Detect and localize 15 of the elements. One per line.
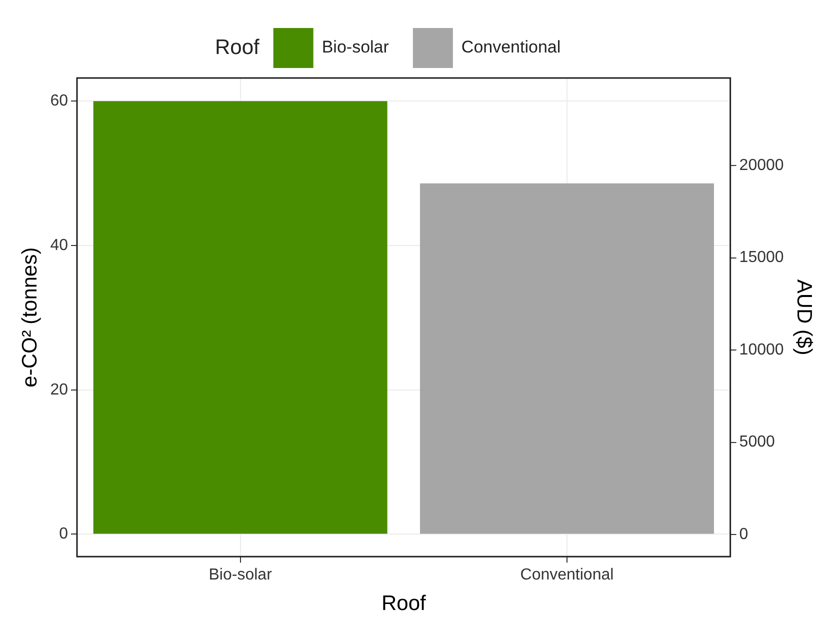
y-axis-title: e-CO² (tonnes) [18,247,42,388]
y2-tick-label: 0 [739,526,748,543]
y-tick-label: 60 [50,92,68,110]
y2-tick-label: 20000 [739,157,784,174]
y-tick-label: 20 [50,381,68,398]
legend-label: Bio-solar [322,38,390,57]
y2-tick-label: 15000 [739,249,784,266]
legend-label: Conventional [461,38,561,57]
y-tick-label: 0 [59,526,68,543]
y2-axis-title: AUD ($) [792,279,816,356]
y2-tick-label: 10000 [739,341,784,358]
legend-title: Roof [214,36,260,59]
y2-tick-label: 5000 [739,434,776,451]
x-axis-title: Roof [381,592,426,616]
y-tick-label: 40 [50,236,68,254]
